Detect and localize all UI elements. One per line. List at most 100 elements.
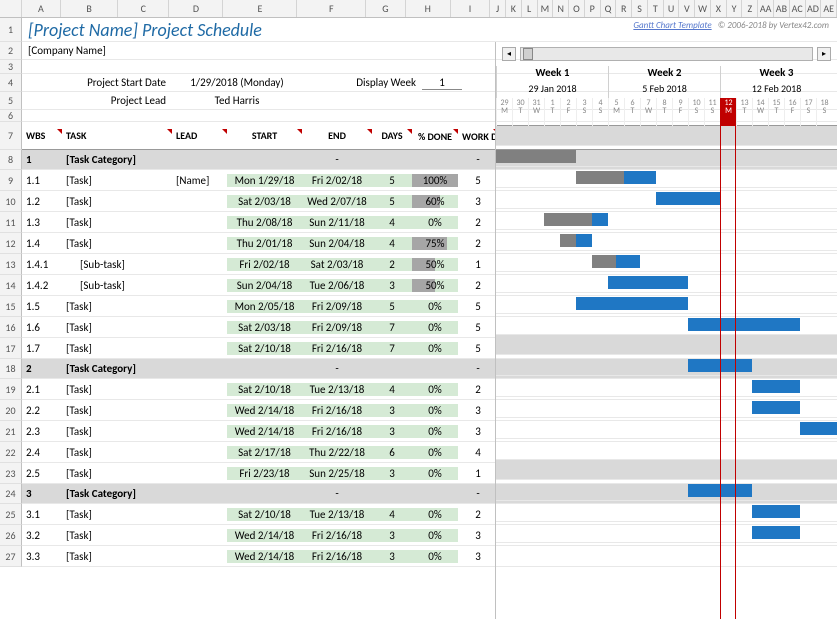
gantt-bar[interactable] bbox=[752, 401, 800, 414]
col-letter[interactable]: V bbox=[679, 0, 695, 17]
cell-wbs[interactable]: 2.4 bbox=[22, 446, 62, 459]
cell-pct[interactable]: 0% bbox=[412, 342, 458, 355]
cell-wbs[interactable]: 2.5 bbox=[22, 467, 62, 480]
gantt-bar[interactable] bbox=[752, 505, 800, 518]
cell-start[interactable]: Sat 2/03/18 bbox=[227, 321, 302, 334]
row-number[interactable]: 26 bbox=[0, 525, 22, 546]
cell-wbs[interactable]: 1.4.2 bbox=[22, 279, 62, 292]
cell-days[interactable]: 4 bbox=[372, 508, 412, 521]
cell-pct[interactable]: 50% bbox=[412, 258, 458, 271]
gantt-bar[interactable] bbox=[608, 276, 688, 289]
cell-task[interactable]: [Task Category] bbox=[62, 362, 172, 375]
row-number[interactable]: 20 bbox=[0, 400, 22, 421]
cell-pct[interactable]: 0% bbox=[412, 216, 458, 229]
cell-end[interactable]: Fri 2/09/18 bbox=[302, 321, 372, 334]
cell-start[interactable]: Wed 2/14/18 bbox=[227, 529, 302, 542]
cell-workdays[interactable]: 2 bbox=[458, 508, 498, 521]
row-number[interactable]: 15 bbox=[0, 296, 22, 317]
scroll-right-button[interactable]: ▸ bbox=[817, 47, 831, 61]
cell-wbs[interactable]: 1 bbox=[22, 153, 62, 166]
hdr-wbs[interactable]: WBS bbox=[22, 129, 62, 142]
col-letter[interactable]: AD bbox=[806, 0, 822, 17]
cell-lead[interactable]: [Name] bbox=[172, 174, 227, 187]
col-letter[interactable]: U bbox=[664, 0, 680, 17]
cell-start[interactable]: Wed 2/14/18 bbox=[227, 404, 302, 417]
scroll-left-button[interactable]: ◂ bbox=[502, 47, 516, 61]
cell-task[interactable]: [Task] bbox=[62, 342, 172, 355]
cell-task[interactable]: [Task] bbox=[62, 237, 172, 250]
cell-lead[interactable] bbox=[172, 195, 227, 208]
row-number[interactable]: 7 bbox=[0, 122, 22, 150]
col-letter[interactable]: A bbox=[22, 0, 61, 17]
col-letter[interactable]: D bbox=[169, 0, 223, 17]
cell-lead[interactable] bbox=[172, 237, 227, 250]
cell-end[interactable]: Fri 2/02/18 bbox=[302, 174, 372, 187]
col-letter[interactable]: B bbox=[61, 0, 118, 17]
cell-start[interactable] bbox=[227, 487, 302, 500]
cell-wbs[interactable]: 1.1 bbox=[22, 174, 62, 187]
cell-start[interactable]: Fri 2/23/18 bbox=[227, 467, 302, 480]
row-number[interactable]: 21 bbox=[0, 421, 22, 442]
cell-task[interactable]: [Task] bbox=[62, 321, 172, 334]
row-number[interactable]: 3 bbox=[0, 60, 22, 74]
col-letter[interactable]: AE bbox=[821, 0, 837, 17]
cell-task[interactable]: [Task] bbox=[62, 195, 172, 208]
cell-days[interactable]: 5 bbox=[372, 195, 412, 208]
cell-end[interactable]: - bbox=[302, 362, 372, 375]
gantt-bar-done[interactable] bbox=[592, 255, 616, 268]
col-letter[interactable]: T bbox=[648, 0, 664, 17]
col-letter[interactable]: S bbox=[632, 0, 648, 17]
start-date-value[interactable]: 1/29/2018 (Monday) bbox=[172, 76, 302, 89]
cell-wbs[interactable]: 3.2 bbox=[22, 529, 62, 542]
cell-task[interactable]: [Sub-task] bbox=[62, 258, 172, 271]
cell-end[interactable]: Thu 2/22/18 bbox=[302, 446, 372, 459]
col-letter[interactable]: J bbox=[490, 0, 506, 17]
cell-workdays[interactable]: 5 bbox=[458, 321, 498, 334]
cell-pct[interactable]: 0% bbox=[412, 508, 458, 521]
cell-wbs[interactable]: 1.5 bbox=[22, 300, 62, 313]
credits-link[interactable]: Gantt Chart Template bbox=[633, 20, 711, 31]
gantt-bar-done[interactable] bbox=[560, 234, 576, 247]
row-number[interactable]: 12 bbox=[0, 233, 22, 254]
cell-task[interactable]: [Task Category] bbox=[62, 487, 172, 500]
gantt-bar[interactable] bbox=[688, 318, 800, 331]
hdr-pct[interactable]: % DONE bbox=[412, 129, 458, 142]
cell-lead[interactable] bbox=[172, 153, 227, 166]
cell-lead[interactable] bbox=[172, 300, 227, 313]
cell-end[interactable]: Fri 2/16/18 bbox=[302, 342, 372, 355]
row-number[interactable]: 27 bbox=[0, 546, 22, 567]
row-number[interactable]: 9 bbox=[0, 170, 22, 191]
cell-workdays[interactable]: 2 bbox=[458, 383, 498, 396]
row-number[interactable]: 22 bbox=[0, 442, 22, 463]
cell-end[interactable]: Fri 2/16/18 bbox=[302, 550, 372, 563]
cell-end[interactable]: Wed 2/07/18 bbox=[302, 195, 372, 208]
cell-lead[interactable] bbox=[172, 446, 227, 459]
col-letter[interactable]: E bbox=[223, 0, 297, 17]
hdr-start[interactable]: START bbox=[227, 129, 302, 142]
cell-days[interactable]: 2 bbox=[372, 258, 412, 271]
col-letter[interactable]: M bbox=[538, 0, 554, 17]
cell-task[interactable]: [Sub-task] bbox=[62, 279, 172, 292]
gantt-bar-done[interactable] bbox=[544, 213, 592, 226]
row-number[interactable]: 25 bbox=[0, 504, 22, 525]
cell-lead[interactable] bbox=[172, 258, 227, 271]
cell-workdays[interactable]: 3 bbox=[458, 195, 498, 208]
cell-wbs[interactable]: 1.4.1 bbox=[22, 258, 62, 271]
col-letter[interactable]: P bbox=[585, 0, 601, 17]
cell-pct[interactable]: 0% bbox=[412, 404, 458, 417]
cell-end[interactable]: - bbox=[302, 487, 372, 500]
cell-workdays[interactable]: - bbox=[458, 362, 498, 375]
cell-workdays[interactable]: 1 bbox=[458, 467, 498, 480]
cell-pct[interactable]: 0% bbox=[412, 425, 458, 438]
cell-workdays[interactable]: 5 bbox=[458, 300, 498, 313]
cell-wbs[interactable]: 3 bbox=[22, 487, 62, 500]
col-letter[interactable]: AC bbox=[790, 0, 806, 17]
cell-lead[interactable] bbox=[172, 279, 227, 292]
cell-pct[interactable]: 0% bbox=[412, 550, 458, 563]
cell-wbs[interactable]: 1.6 bbox=[22, 321, 62, 334]
cell-days[interactable]: 5 bbox=[372, 174, 412, 187]
cell-start[interactable]: Sat 2/17/18 bbox=[227, 446, 302, 459]
cell-days[interactable]: 3 bbox=[372, 279, 412, 292]
cell-lead[interactable] bbox=[172, 425, 227, 438]
cell-end[interactable]: Fri 2/16/18 bbox=[302, 529, 372, 542]
